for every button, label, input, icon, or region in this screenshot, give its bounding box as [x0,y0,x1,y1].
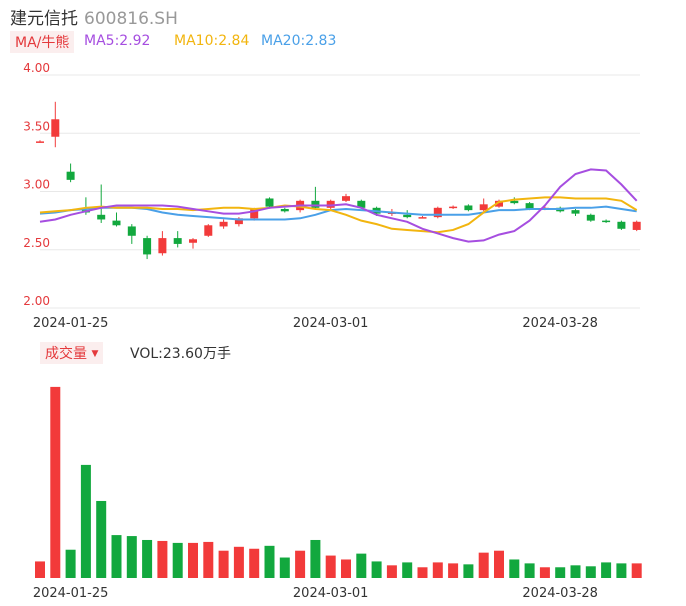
candle-body [617,221,626,229]
volume-bar [157,540,168,578]
candle-body [311,200,320,208]
candle-body [357,200,366,208]
price-date-label: 2024-03-01 [293,316,369,331]
candle-body [158,238,167,254]
volume-value: VOL:23.60万手 [130,346,231,362]
volume-date-label: 2024-01-25 [33,586,109,601]
volume-bar [585,566,596,578]
volume-bar [417,567,428,578]
price-date-label: 2024-01-25 [33,316,109,331]
volume-bar [402,562,413,578]
candle-body [173,238,182,244]
volume-bar [463,564,474,578]
candle-body [403,214,412,218]
volume-bar [555,567,566,578]
ma-mode-selector[interactable]: MA/牛熊 [10,31,75,53]
candle-body [525,203,534,209]
volume-bar [96,500,107,578]
volume-bar [341,559,351,578]
volume-bar [478,552,489,578]
volume-bar [539,567,550,578]
volume-date-label: 2024-03-01 [293,586,369,601]
volume-bar [50,386,61,578]
volume-mode-label: 成交量 [45,346,87,362]
volume-bar [35,561,45,578]
volume-bar [111,535,122,578]
candle-body [418,217,427,219]
price-date-label: 2024-03-28 [522,316,598,331]
price-tick-label: 4.00 [23,61,50,75]
candle-body [632,221,641,230]
ma10-legend: MA10:2.84 [174,33,250,49]
volume-bar [233,546,244,578]
volume-bar [80,464,91,578]
ma10-line [39,196,638,234]
stock-code: 600816.SH [84,9,178,29]
candle-body [219,221,228,227]
volume-bar [386,565,397,578]
candle-body [342,196,350,201]
volume-bar [188,542,198,578]
stock-name: 建元信托 [10,9,78,29]
candle-body [280,208,289,212]
candle-body [36,141,44,143]
volume-bar [295,550,306,578]
candle-body [464,205,473,211]
volume-bar [142,539,153,578]
price-tick-label: 3.50 [23,119,50,133]
volume-bar [432,562,443,578]
candle-body [143,238,152,255]
candle-body [265,198,274,207]
volume-bar [631,563,642,578]
volume-bar [448,563,459,578]
candle-body [433,207,442,218]
candle-body [97,214,106,220]
candle-body [571,210,580,214]
ma5-legend: MA5:2.92 [84,33,151,49]
ma20-legend: MA20:2.83 [261,33,337,49]
volume-bar [218,550,229,578]
ma5-line [39,168,638,243]
candle-body [204,225,213,236]
candle-body [326,200,335,208]
candle-body [112,220,121,226]
volume-bar [172,542,183,578]
price-tick-label: 2.50 [23,236,50,250]
volume-bar [249,548,260,578]
volume-bar [126,536,137,578]
candle-body [250,208,259,219]
volume-bar [203,541,214,578]
price-tick-label: 2.00 [23,294,50,308]
volume-bar [570,565,581,578]
volume-bar [279,557,290,578]
candle-body [495,200,503,207]
candle-body [51,119,60,137]
volume-date-label: 2024-03-28 [522,586,598,601]
volume-bar [65,549,76,578]
candle-body [127,226,136,236]
volume-bar [601,562,612,578]
chevron-down-icon: ▼ [91,349,99,359]
volume-bar [509,559,520,578]
candle-body [66,171,75,180]
candle-body [510,200,519,204]
volume-bar [371,561,382,578]
price-tick-label: 3.00 [23,178,50,192]
volume-bar [325,555,336,578]
candle-body [479,204,488,211]
candle-body [449,206,458,209]
volume-bar [616,563,627,578]
candle-body [602,220,611,223]
candle-body [189,239,197,243]
volume-bar [524,563,535,578]
candle-body [234,218,243,225]
candle-body [586,214,595,221]
volume-bar [310,539,321,578]
stock-header: 建元信托 600816.SH [10,4,178,29]
volume-bar [494,550,504,578]
volume-mode-selector[interactable]: 成交量 ▼ [40,342,104,364]
volume-bar [356,553,367,578]
volume-bar [264,545,275,578]
